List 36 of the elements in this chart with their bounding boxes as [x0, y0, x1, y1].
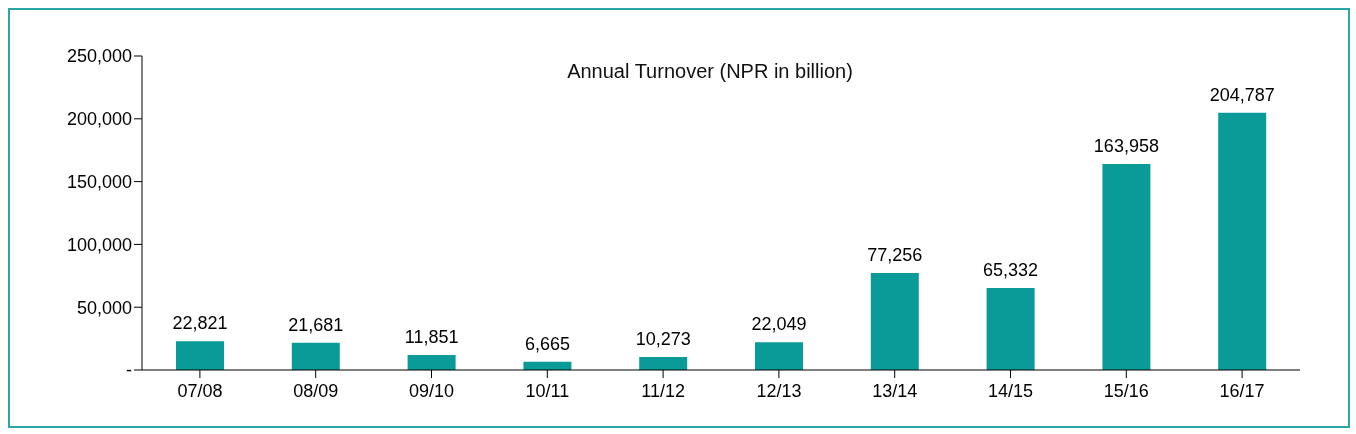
- bar: [986, 287, 1035, 370]
- data-label: 10,273: [635, 329, 691, 350]
- data-label: 21,681: [288, 314, 344, 335]
- y-tick-label: -: [126, 360, 132, 381]
- y-tick-label: 150,000: [66, 171, 132, 192]
- data-label: 22,049: [751, 314, 807, 335]
- x-tick-label: 14/15: [987, 380, 1034, 401]
- data-label: 6,665: [524, 333, 570, 354]
- data-label: 11,851: [404, 327, 459, 348]
- bar: [291, 342, 340, 370]
- y-tick-label: 50,000: [76, 297, 132, 318]
- x-tick-label: 08/09: [293, 380, 339, 401]
- bar: [176, 341, 224, 370]
- x-tick-label: 09/10: [408, 380, 455, 401]
- data-label: 65,332: [983, 259, 1039, 280]
- bar: [639, 357, 688, 370]
- x-tick-label: 16/17: [1219, 380, 1265, 401]
- data-label: 22,821: [172, 313, 228, 334]
- bar: [870, 272, 919, 370]
- chart-title: Annual Turnover (NPR in billion): [567, 60, 853, 82]
- data-label: 163,958: [1093, 136, 1159, 157]
- x-tick-label: 15/16: [1103, 380, 1149, 401]
- x-tick-label: 10/11: [525, 380, 570, 401]
- x-tick-label: 13/14: [872, 380, 918, 401]
- y-tick-label: 100,000: [66, 234, 132, 255]
- bar: [407, 355, 456, 370]
- x-tick-label: 11/12: [641, 380, 685, 401]
- y-tick-label: 250,000: [66, 46, 132, 67]
- y-tick-label: 200,000: [66, 109, 132, 130]
- data-label: 204,787: [1209, 84, 1275, 105]
- x-tick-label: 12/13: [756, 380, 802, 401]
- bar: [1218, 112, 1267, 370]
- x-tick-label: 07/08: [177, 380, 223, 401]
- bar: [1102, 164, 1151, 370]
- data-label: 77,256: [867, 244, 923, 265]
- bar: [755, 342, 803, 370]
